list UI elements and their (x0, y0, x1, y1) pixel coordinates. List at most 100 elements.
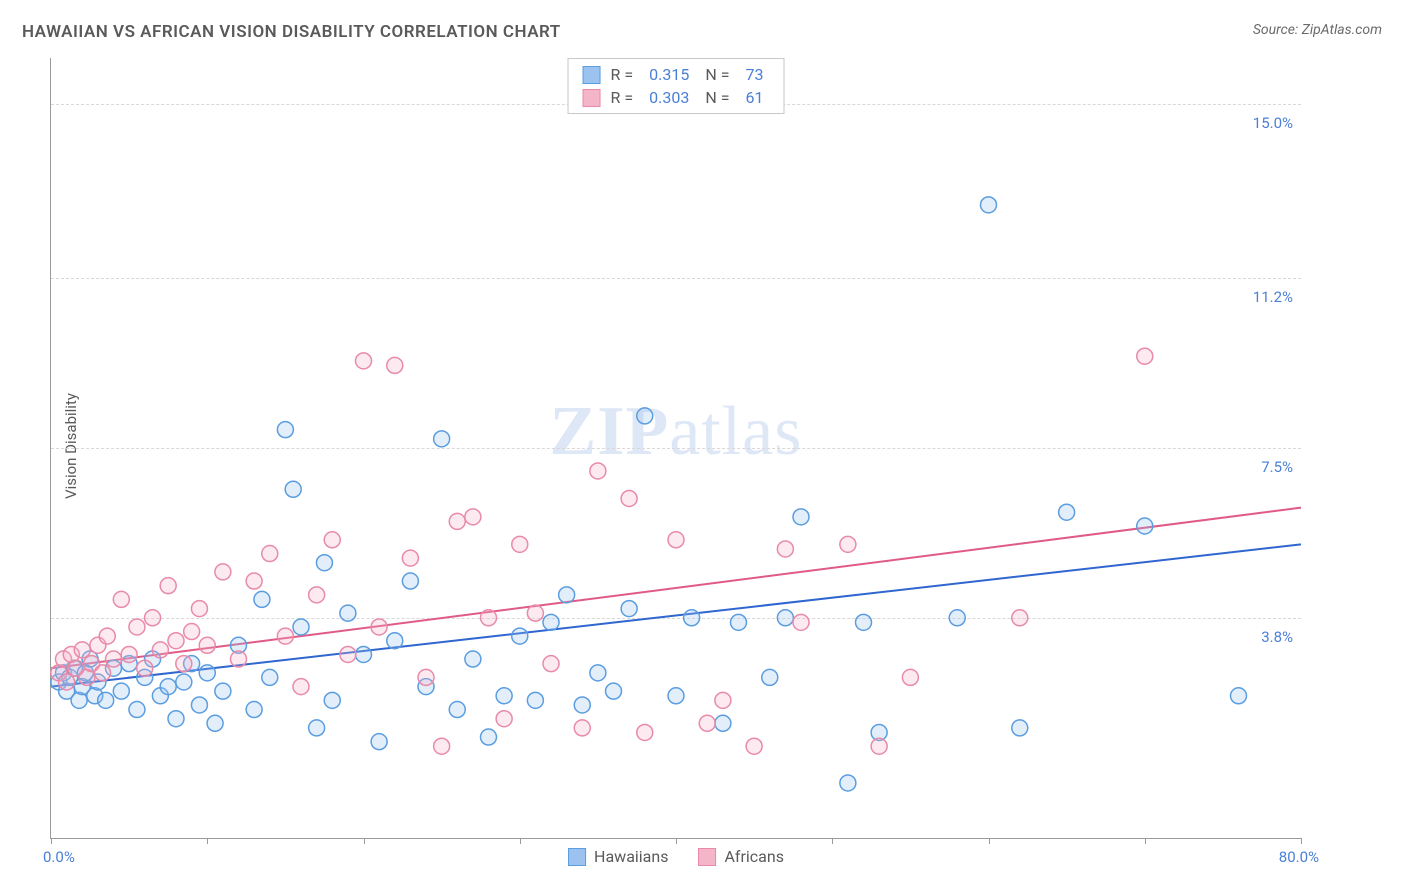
legend-item-africans: Africans (698, 847, 783, 866)
point-hawaiians (285, 481, 301, 497)
swatch-hawaiians-icon (568, 848, 586, 866)
point-hawaiians (324, 692, 340, 708)
point-hawaiians (574, 697, 590, 713)
point-africans (356, 353, 372, 369)
point-hawaiians (840, 775, 856, 791)
point-hawaiians (340, 605, 356, 621)
point-africans (434, 738, 450, 754)
point-africans (699, 715, 715, 731)
point-africans (59, 674, 75, 690)
point-hawaiians (168, 711, 184, 727)
source-label: Source: ZipAtlas.com (1253, 22, 1382, 38)
point-africans (137, 660, 153, 676)
chart-title: HAWAIIAN VS AFRICAN VISION DISABILITY CO… (22, 22, 561, 42)
point-africans (95, 665, 111, 681)
point-hawaiians (199, 665, 215, 681)
chart-container: HAWAIIAN VS AFRICAN VISION DISABILITY CO… (0, 0, 1406, 892)
point-hawaiians (527, 692, 543, 708)
point-africans (191, 601, 207, 617)
point-africans (418, 669, 434, 685)
point-hawaiians (215, 683, 231, 699)
point-africans (1137, 348, 1153, 364)
point-africans (231, 651, 247, 667)
point-africans (168, 633, 184, 649)
point-africans (324, 532, 340, 548)
stats-row-africans: R = 0.303 N = 61 (583, 86, 770, 109)
point-hawaiians (1137, 518, 1153, 534)
point-africans (527, 605, 543, 621)
point-hawaiians (590, 665, 606, 681)
point-hawaiians (856, 614, 872, 630)
x-tick (520, 838, 521, 844)
point-hawaiians (621, 601, 637, 617)
point-africans (199, 637, 215, 653)
point-africans (121, 646, 137, 662)
point-hawaiians (1059, 504, 1075, 520)
point-africans (590, 463, 606, 479)
point-africans (277, 628, 293, 644)
point-africans (637, 724, 653, 740)
point-africans (449, 513, 465, 529)
point-hawaiians (434, 431, 450, 447)
point-africans (340, 646, 356, 662)
point-africans (99, 628, 115, 644)
point-hawaiians (262, 669, 278, 685)
point-hawaiians (1231, 688, 1247, 704)
point-hawaiians (176, 674, 192, 690)
x-max-label: 80.0% (1279, 848, 1319, 866)
point-hawaiians (356, 646, 372, 662)
point-hawaiians (981, 197, 997, 213)
point-hawaiians (637, 408, 653, 424)
point-hawaiians (371, 734, 387, 750)
point-africans (902, 669, 918, 685)
point-hawaiians (543, 614, 559, 630)
point-hawaiians (254, 591, 270, 607)
point-hawaiians (129, 702, 145, 718)
x-tick (832, 838, 833, 844)
point-hawaiians (246, 702, 262, 718)
stats-row-hawaiians: R = 0.315 N = 73 (583, 63, 770, 86)
plot-svg (51, 58, 1301, 838)
point-hawaiians (949, 610, 965, 626)
point-africans (512, 536, 528, 552)
point-africans (387, 357, 403, 373)
point-hawaiians (1012, 720, 1028, 736)
point-africans (402, 550, 418, 566)
point-hawaiians (98, 692, 114, 708)
point-hawaiians (777, 610, 793, 626)
point-hawaiians (668, 688, 684, 704)
point-hawaiians (293, 619, 309, 635)
point-africans (152, 642, 168, 658)
point-africans (309, 587, 325, 603)
point-africans (840, 536, 856, 552)
point-africans (129, 619, 145, 635)
point-hawaiians (113, 683, 129, 699)
point-hawaiians (793, 509, 809, 525)
x-tick (51, 838, 52, 844)
point-africans (176, 656, 192, 672)
point-africans (160, 578, 176, 594)
point-africans (777, 541, 793, 557)
point-africans (668, 532, 684, 548)
plot-area: ZIPatlas 3.8%7.5%11.2%15.0% 0.0% 80.0% R… (50, 58, 1301, 839)
point-africans (113, 591, 129, 607)
point-africans (481, 610, 497, 626)
point-hawaiians (309, 720, 325, 736)
x-tick (207, 838, 208, 844)
point-africans (715, 692, 731, 708)
point-hawaiians (207, 715, 223, 731)
x-min-label: 0.0% (43, 848, 75, 866)
point-africans (262, 546, 278, 562)
point-africans (871, 738, 887, 754)
x-tick (1301, 838, 1302, 844)
point-hawaiians (387, 633, 403, 649)
point-africans (1012, 610, 1028, 626)
stats-legend: R = 0.315 N = 73 R = 0.303 N = 61 (568, 58, 785, 114)
x-tick (1145, 838, 1146, 844)
point-hawaiians (316, 555, 332, 571)
point-africans (215, 564, 231, 580)
point-hawaiians (160, 679, 176, 695)
point-hawaiians (684, 610, 700, 626)
point-hawaiians (731, 614, 747, 630)
point-africans (621, 490, 637, 506)
